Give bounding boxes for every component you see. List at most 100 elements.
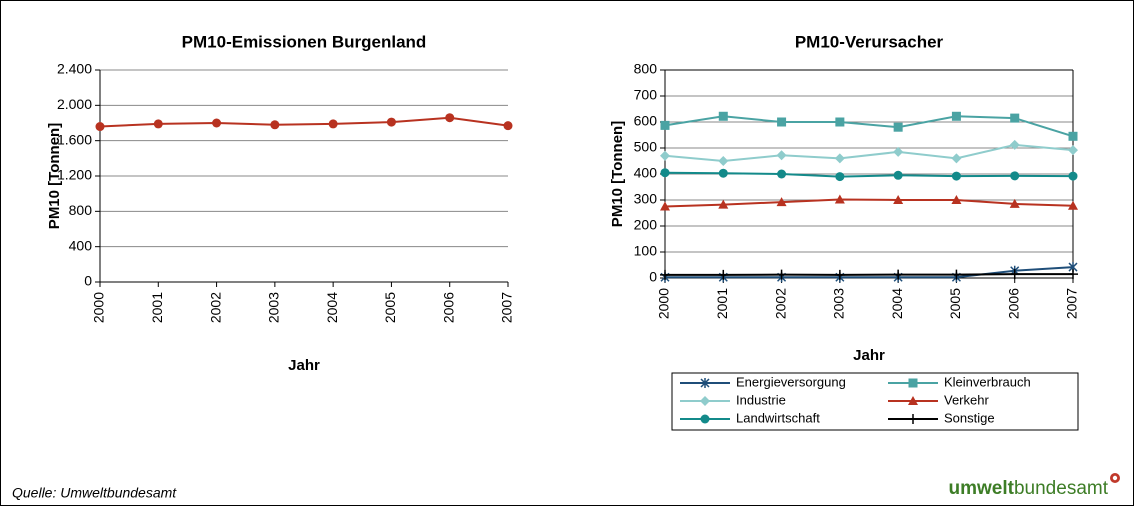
x-tick-label: 2005 [382, 292, 398, 323]
y-axis-title: PM10 [Tonnen] [46, 123, 63, 229]
marker [700, 414, 710, 424]
marker [834, 153, 845, 164]
marker [660, 269, 670, 280]
series-line [665, 273, 1073, 276]
marker [660, 150, 670, 161]
x-axis-title: Jahr [853, 347, 885, 364]
x-tick-label: 2003 [266, 292, 282, 323]
legend-label: Sonstige [944, 410, 995, 425]
marker [660, 120, 670, 130]
marker [776, 150, 787, 161]
x-tick-label: 2005 [947, 288, 963, 319]
legend-box [671, 372, 1079, 431]
legend-label: Kleinverbrauch [944, 374, 1031, 389]
marker [503, 121, 513, 131]
x-tick-label: 2006 [1005, 288, 1021, 319]
y-tick-label: 800 [634, 61, 658, 77]
marker [1010, 113, 1020, 123]
marker [893, 122, 903, 132]
y-tick-label: 400 [634, 165, 658, 181]
marker [777, 169, 787, 179]
marker [718, 111, 728, 121]
marker [328, 119, 338, 129]
x-tick-label: 2007 [1064, 288, 1080, 319]
marker [893, 146, 904, 157]
x-tick-label: 2004 [324, 292, 340, 323]
marker [908, 378, 918, 388]
y-axis-title: PM10 [Tonnen] [609, 121, 626, 227]
x-tick-label: 2000 [91, 292, 107, 323]
y-tick-label: 1.200 [57, 167, 92, 183]
marker [893, 170, 903, 180]
y-tick-label: 0 [84, 273, 92, 289]
marker [776, 197, 787, 207]
marker [1068, 131, 1078, 141]
marker [835, 117, 845, 127]
marker [95, 122, 105, 132]
y-tick-label: 400 [69, 237, 93, 253]
logo-icon-inner [1112, 475, 1118, 481]
marker [834, 269, 845, 280]
series-line [664, 171, 1074, 178]
source: Quelle: Umweltbundesamt [12, 485, 177, 501]
logo: umweltbundesamt [949, 478, 1109, 499]
marker [386, 117, 396, 127]
marker [153, 119, 163, 129]
marker [718, 269, 729, 280]
marker [1009, 269, 1020, 280]
marker [835, 172, 845, 182]
marker [951, 269, 962, 280]
marker [1068, 200, 1078, 210]
marker [1068, 171, 1078, 181]
marker [951, 111, 961, 121]
x-tick-label: 2000 [656, 288, 672, 319]
x-tick-label: 2001 [714, 288, 730, 319]
x-tick-label: 2003 [831, 288, 847, 319]
x-tick-label: 2006 [440, 292, 456, 323]
marker [212, 118, 222, 128]
marker [700, 378, 710, 388]
marker [893, 269, 904, 280]
marker [718, 156, 729, 166]
series-line [664, 198, 1074, 208]
legend-label: Verkehr [944, 392, 989, 407]
y-tick-label: 2.400 [57, 61, 92, 77]
y-tick-label: 700 [634, 87, 658, 103]
marker [776, 269, 787, 280]
x-tick-label: 2002 [207, 292, 223, 323]
series-line [664, 115, 1074, 138]
x-tick-label: 2001 [149, 292, 165, 323]
marker [1068, 145, 1078, 156]
y-tick-label: 100 [634, 243, 658, 259]
y-tick-label: 500 [634, 139, 658, 155]
marker [834, 194, 845, 204]
y-tick-label: 2.000 [57, 96, 92, 112]
marker [660, 168, 670, 178]
marker [951, 171, 961, 181]
y-tick-label: 800 [69, 202, 93, 218]
marker [660, 201, 670, 211]
legend-label: Energieversorgung [736, 374, 846, 389]
series-line [665, 266, 1074, 279]
chart-title: PM10-Emissionen Burgenland [182, 32, 427, 51]
y-tick-label: 0 [649, 269, 657, 285]
marker [908, 414, 918, 424]
legend-label: Industrie [736, 392, 786, 407]
marker [951, 153, 962, 164]
marker [1009, 139, 1020, 150]
marker [700, 396, 710, 406]
x-tick-label: 2007 [499, 292, 515, 323]
marker [893, 195, 904, 204]
logo-bold: umwelt [949, 478, 1015, 499]
marker [1010, 171, 1020, 181]
marker [908, 396, 918, 405]
x-axis-title: Jahr [288, 357, 320, 374]
y-tick-label: 1.600 [57, 131, 92, 147]
marker [270, 120, 280, 130]
marker [951, 195, 962, 204]
marker [777, 117, 787, 127]
marker [718, 199, 729, 209]
chart-title: PM10-Verursacher [795, 32, 944, 51]
x-tick-label: 2004 [889, 288, 905, 319]
